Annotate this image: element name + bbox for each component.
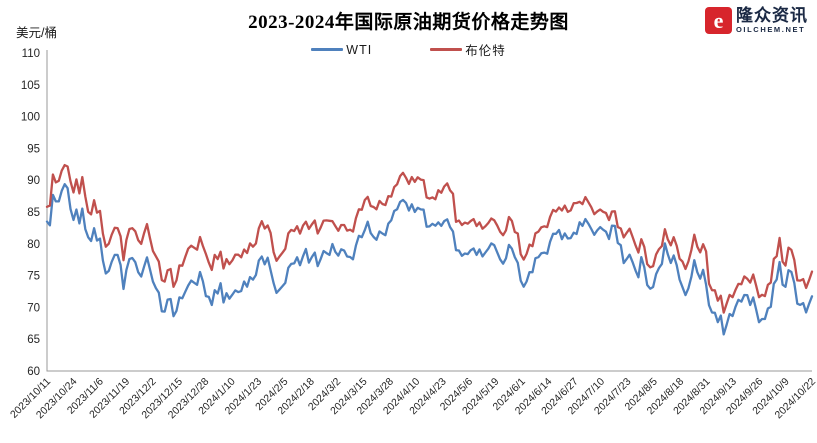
chart-legend: WTI 布伦特: [0, 40, 817, 59]
brent-line-swatch: [430, 47, 463, 52]
logo-brand-en: OILCHEM.NET: [736, 25, 806, 35]
chart-title: 2023-2024年国际原油期货价格走势图: [248, 12, 569, 33]
legend-label-brent: 布伦特: [465, 44, 506, 58]
logo-brand-cn: 隆众资讯: [736, 6, 808, 26]
oilchem-logo-text: 隆众资讯 OILCHEM.NET: [736, 7, 808, 34]
legend-item-wti: WTI: [311, 43, 372, 57]
axis-lines: [46, 50, 812, 372]
legend-item-brent: 布伦特: [430, 40, 506, 59]
y-tick-label: 90: [27, 175, 40, 187]
y-tick-label: 70: [27, 302, 40, 314]
y-tick-label: 100: [21, 112, 40, 124]
wti-line: [45, 183, 814, 336]
y-tick-label: 75: [27, 271, 40, 283]
y-tick-label: 65: [27, 334, 40, 346]
y-axis-unit-label: 美元/桶: [16, 26, 57, 40]
legend-label-wti: WTI: [346, 42, 373, 57]
y-tick-label: 110: [22, 48, 40, 60]
y-tick-label: 85: [27, 207, 40, 219]
y-tick-label: 80: [27, 239, 40, 251]
y-tick-label: 95: [27, 143, 40, 155]
y-tick-label: 105: [21, 80, 40, 92]
oilchem-logo: e 隆众资讯 OILCHEM.NET: [705, 7, 808, 34]
brent-line: [45, 163, 814, 314]
y-tick-label: 60: [27, 366, 40, 378]
oilchem-logo-icon: e: [705, 7, 732, 34]
wti-line-swatch: [311, 47, 344, 52]
